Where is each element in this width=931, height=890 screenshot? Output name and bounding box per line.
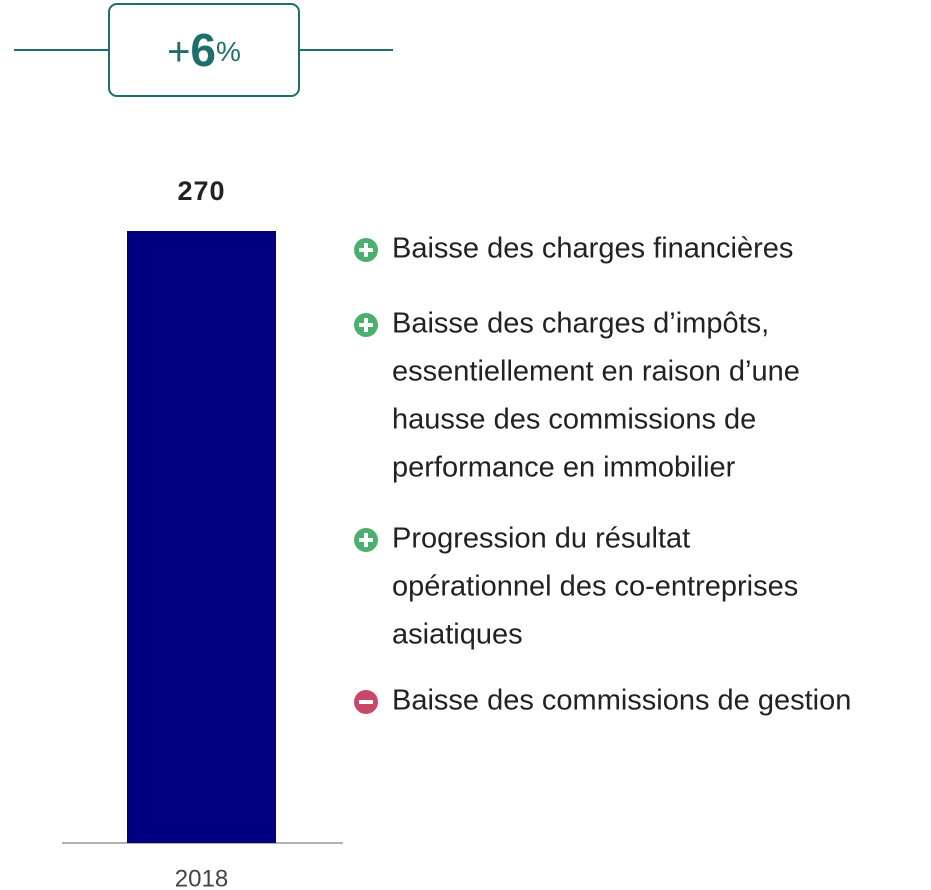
icon-bar: [364, 243, 368, 257]
icon-bar: [364, 533, 368, 547]
bullet-text: Baisse des charges financières: [392, 233, 793, 265]
bullet-text: performance en immobilier: [392, 452, 736, 484]
badge: [108, 3, 300, 97]
bullet-text: Baisse des commissions de gestion: [392, 685, 851, 717]
bar: [127, 231, 276, 843]
value-label: 270: [177, 176, 225, 206]
bullet-text: hausse des commissions de: [392, 404, 756, 436]
icon-bar: [364, 318, 368, 332]
badge-prefix: +: [167, 30, 190, 74]
badge-suffix: %: [216, 36, 241, 67]
bullet-text: Progression du résultat: [392, 523, 690, 555]
icon-bar: [359, 700, 373, 704]
x-tick-label: 2018: [175, 865, 228, 890]
badge-text: +6%: [167, 24, 241, 76]
badge-number: 6: [190, 24, 216, 76]
bullet-text: opérationnel des co-entreprises: [392, 571, 798, 603]
bullet-text: essentiellement en raison d’une: [392, 356, 800, 388]
bullet-text: asiatiques: [392, 619, 523, 651]
bullet-text: Baisse des charges d’impôts,: [392, 308, 769, 340]
